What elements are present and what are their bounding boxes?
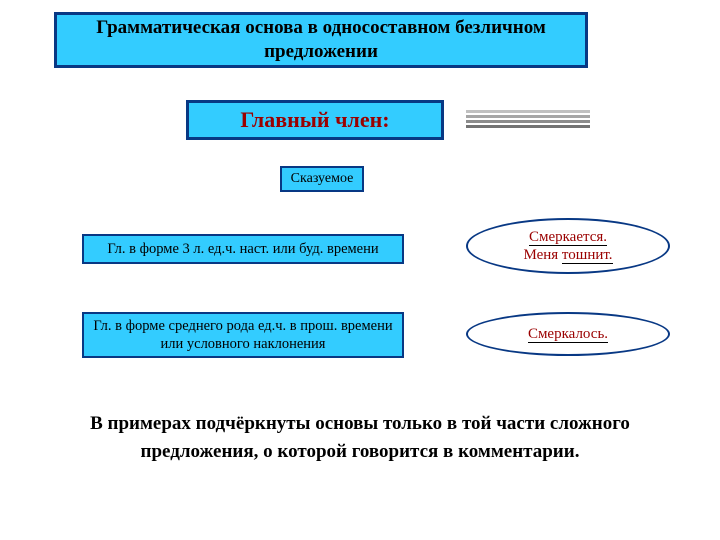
example2-line1: Смеркалось. bbox=[528, 325, 608, 343]
example1-line2-underlined: тошнит. bbox=[562, 247, 613, 264]
bottom-note: В примерах подчёркнуты основы только в т… bbox=[52, 410, 668, 465]
example2-line1-underlined: Смеркалось. bbox=[528, 326, 608, 343]
example1-oval: Смеркается. Меня тошнит. bbox=[466, 218, 670, 274]
predicate-box: Сказуемое bbox=[280, 166, 364, 192]
slide-title-text: Грамматическая основа в односоставном бе… bbox=[67, 16, 575, 64]
form2-box: Гл. в форме среднего рода ед.ч. в прош. … bbox=[82, 312, 404, 358]
subtitle-box: Главный член: bbox=[186, 100, 444, 140]
decor-lines bbox=[466, 110, 590, 128]
example1-line1-underlined: Смеркается. bbox=[529, 229, 607, 246]
example1-line2-pre: Меня bbox=[523, 247, 561, 263]
example1-line2: Меня тошнит. bbox=[523, 246, 612, 264]
bottom-note-text: В примерах подчёркнуты основы только в т… bbox=[90, 413, 630, 462]
form2-text: Гл. в форме среднего рода ед.ч. в прош. … bbox=[90, 317, 396, 353]
predicate-text: Сказуемое bbox=[291, 171, 354, 187]
subtitle-text: Главный член: bbox=[240, 107, 389, 133]
slide-title-box: Грамматическая основа в односоставном бе… bbox=[54, 12, 588, 68]
form1-text: Гл. в форме 3 л. ед.ч. наст. или буд. вр… bbox=[107, 241, 378, 258]
example2-oval: Смеркалось. bbox=[466, 312, 670, 356]
example1-line1: Смеркается. bbox=[529, 228, 607, 246]
form1-box: Гл. в форме 3 л. ед.ч. наст. или буд. вр… bbox=[82, 234, 404, 264]
